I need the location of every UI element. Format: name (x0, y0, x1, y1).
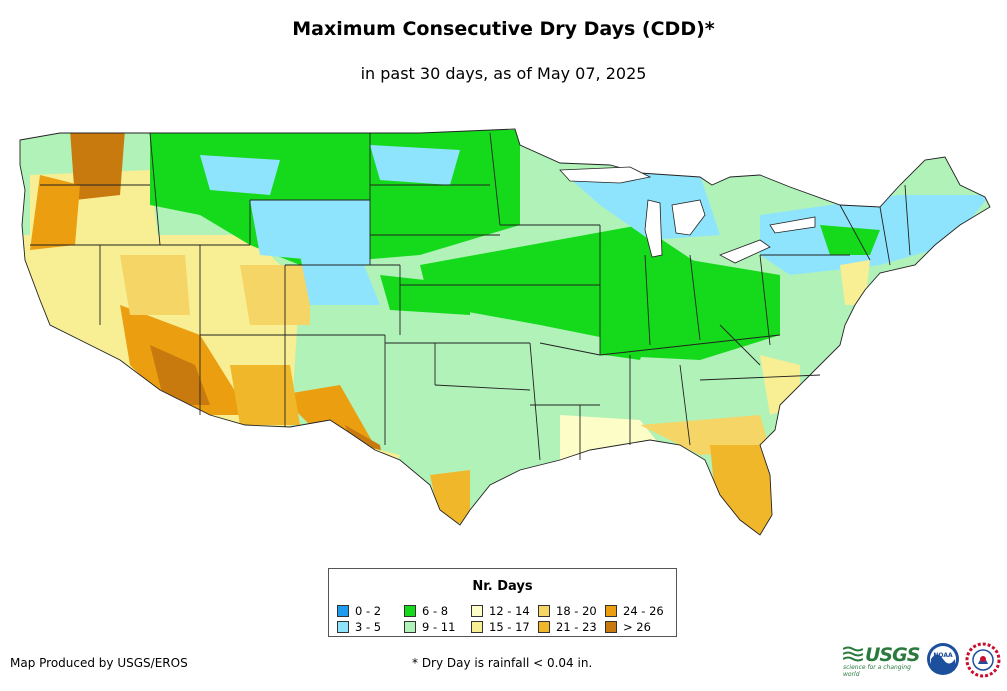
legend-swatch (605, 621, 617, 633)
legend-item: 18 - 20 (538, 603, 605, 619)
legend-swatch (471, 621, 483, 633)
legend-swatch (404, 605, 416, 617)
legend-label: 24 - 26 (623, 604, 664, 618)
usgs-text: USGS (865, 644, 920, 666)
legend-swatch (538, 621, 550, 633)
great-lakes (559, 166, 816, 264)
map-fill (20, 129, 990, 535)
map-title: Maximum Consecutive Dry Days (CDD)* (292, 18, 715, 40)
legend-swatch (471, 605, 483, 617)
legend-title: Nr. Days (472, 579, 533, 594)
state-borders (19, 128, 991, 536)
legend-item: > 26 (605, 619, 672, 635)
legend-item: 24 - 26 (605, 603, 672, 619)
legend-swatch (337, 605, 349, 617)
legend-item: 21 - 23 (538, 619, 605, 635)
noaa-logo: NOAA (927, 643, 959, 675)
legend-label: > 26 (623, 620, 651, 634)
legend-label: 0 - 2 (355, 604, 382, 618)
legend-item: 0 - 2 (337, 603, 404, 619)
legend-swatch (337, 621, 349, 633)
map-subtitle: in past 30 days, as of May 07, 2025 (360, 64, 647, 83)
legend-item: 6 - 8 (404, 603, 471, 619)
legend-label: 15 - 17 (489, 620, 530, 634)
legend-label: 3 - 5 (355, 620, 382, 634)
legend-swatch (404, 621, 416, 633)
nws-logo (965, 642, 1001, 678)
legend-label: 6 - 8 (422, 604, 449, 618)
produced-by: Map Produced by USGS/EROS (10, 656, 188, 670)
usgs-tagline: science for a changing world (843, 664, 911, 678)
legend-label: 9 - 11 (422, 620, 456, 634)
legend-item: 9 - 11 (404, 619, 471, 635)
noaa-text: NOAA (933, 652, 953, 659)
legend-label: 18 - 20 (556, 604, 597, 618)
legend-grid: 0 - 2 6 - 8 12 - 14 18 - 20 24 - 26 3 - … (337, 603, 673, 635)
cdd-map (19, 128, 991, 536)
dry-day-note: * Dry Day is rainfall < 0.04 in. (412, 656, 593, 670)
legend-swatch (605, 605, 617, 617)
legend-item: 15 - 17 (471, 619, 538, 635)
legend-item: 12 - 14 (471, 603, 538, 619)
usgs-logo: USGS (843, 644, 920, 666)
legend-label: 12 - 14 (489, 604, 530, 618)
legend-item: 3 - 5 (337, 619, 404, 635)
legend-label: 21 - 23 (556, 620, 597, 634)
legend-swatch (538, 605, 550, 617)
usgs-wave-icon (843, 646, 863, 662)
legend: Nr. Days 0 - 2 6 - 8 12 - 14 18 - 20 24 … (328, 568, 677, 637)
